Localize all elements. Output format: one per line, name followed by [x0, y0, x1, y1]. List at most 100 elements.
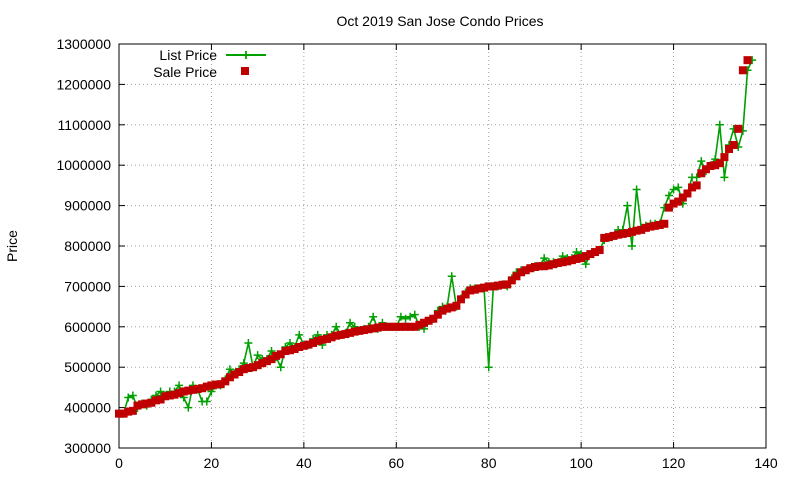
data-point: [322, 334, 331, 343]
plot-frame: [118, 43, 767, 449]
data-point: [161, 392, 170, 401]
data-point: [369, 324, 378, 333]
data-point: [420, 318, 429, 327]
y-tick-label: 1300000: [56, 36, 111, 52]
y-tick-label: 400000: [64, 400, 111, 416]
x-tick-label: 20: [204, 455, 220, 471]
y-tick-label: 500000: [64, 359, 111, 375]
y-tick-label: 900000: [64, 198, 111, 214]
data-point: [151, 396, 160, 405]
data-point: [202, 382, 211, 391]
data-point: [216, 380, 225, 389]
data-point: [253, 351, 262, 360]
series-sale-price: [115, 56, 752, 418]
data-point: [549, 260, 558, 269]
legend-marker-list-price: [242, 51, 250, 59]
data-point: [290, 345, 299, 354]
data-point: [147, 398, 156, 407]
y-tick-label: 300000: [64, 440, 111, 456]
data-point: [156, 387, 165, 396]
data-point: [443, 304, 452, 313]
data-point: [641, 223, 650, 232]
data-point: [401, 314, 410, 323]
data-point: [563, 257, 572, 266]
data-point: [184, 403, 193, 412]
data-point: [697, 157, 706, 166]
data-point: [142, 399, 151, 408]
data-point: [517, 268, 526, 277]
data-point: [249, 363, 258, 372]
data-point: [184, 386, 193, 395]
data-point: [406, 312, 415, 321]
data-point: [115, 409, 123, 418]
data-point: [558, 258, 567, 267]
y-tick-label: 700000: [64, 278, 111, 294]
data-point: [406, 322, 415, 331]
data-point: [447, 272, 456, 281]
data-point: [632, 226, 641, 235]
series-layer: [115, 56, 757, 418]
data-point: [554, 258, 563, 267]
data-point: [239, 365, 248, 374]
data-point: [604, 233, 613, 242]
data-point: [586, 250, 595, 259]
data-point: [267, 347, 276, 356]
data-point: [318, 335, 327, 344]
data-point: [484, 282, 493, 291]
data-point: [230, 370, 239, 379]
data-point: [720, 173, 729, 182]
data-point: [738, 66, 747, 75]
y-tick-label: 1100000: [58, 117, 112, 133]
data-point: [609, 231, 618, 240]
data-point: [175, 389, 184, 398]
data-point: [244, 338, 253, 347]
data-point: [452, 301, 461, 310]
data-point: [124, 407, 133, 416]
data-point: [119, 409, 128, 418]
data-point: [299, 341, 308, 350]
data-point: [285, 346, 294, 355]
data-point: [285, 338, 294, 347]
y-tick-label: 1000000: [56, 157, 111, 173]
data-point: [678, 193, 687, 202]
x-tick-label: 100: [569, 455, 593, 471]
data-point: [156, 395, 165, 404]
data-point: [272, 351, 281, 360]
x-tick-label: 140: [754, 455, 778, 471]
data-point: [651, 221, 660, 230]
data-point: [313, 336, 322, 345]
data-point: [715, 120, 724, 129]
data-point: [627, 242, 636, 250]
data-point: [359, 326, 368, 335]
chart-title: Oct 2019 San Jose Condo Prices: [336, 13, 543, 29]
data-point: [669, 185, 678, 194]
data-point: [188, 385, 197, 394]
data-point: [415, 320, 424, 329]
data-point: [133, 401, 142, 410]
data-point: [572, 248, 581, 257]
data-point: [295, 343, 304, 351]
data-point: [623, 229, 632, 238]
data-point: [304, 340, 313, 349]
data-point: [281, 347, 290, 356]
data-point: [521, 266, 530, 275]
data-point: [466, 286, 475, 295]
data-point: [540, 262, 549, 271]
data-point: [697, 169, 706, 178]
data-point: [387, 322, 396, 331]
data-point: [295, 330, 304, 339]
data-point: [674, 183, 683, 192]
data-point: [383, 322, 392, 331]
data-point: [715, 159, 724, 168]
legend-marker-sale-price: [241, 67, 249, 75]
data-point: [595, 246, 604, 255]
data-point: [378, 322, 387, 331]
data-point: [711, 161, 720, 170]
data-point: [688, 183, 697, 192]
legend-label-list-price: List Price: [159, 47, 217, 63]
data-point: [614, 230, 623, 239]
axis-ticks: 300000 400000 500000 600000 700000 800000 9000…: [56, 36, 777, 471]
data-point: [332, 331, 341, 340]
data-point: [734, 124, 743, 133]
